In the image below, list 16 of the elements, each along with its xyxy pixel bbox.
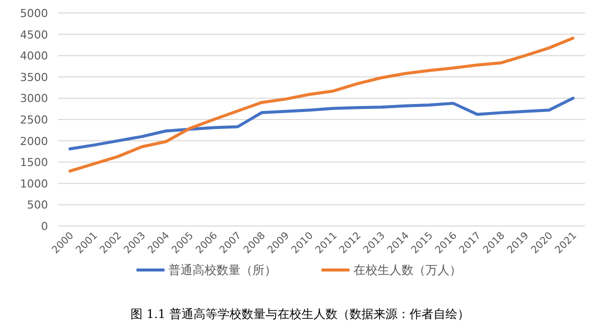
line-series: [68, 96, 575, 150]
y-tick-label: 0: [41, 220, 48, 233]
legend-label: 普通高校数量（所）: [168, 263, 276, 277]
y-tick-label: 500: [27, 198, 48, 212]
y-tick-label: 3500: [20, 70, 48, 84]
y-tick-label: 4500: [20, 28, 48, 42]
y-tick-label: 1000: [20, 177, 48, 190]
legend-label: 在校生人数（万人）: [354, 263, 462, 277]
y-tick-label: 3000: [20, 92, 48, 106]
y-tick-label: 5000: [20, 7, 48, 20]
line-series: [68, 36, 575, 173]
caption: 图 1.1 普通高等学校数量与在校生人数（数据来源：作者自绘）: [130, 307, 470, 321]
y-tick-label: 2000: [20, 134, 48, 148]
y-tick-label: 4000: [20, 50, 48, 63]
y-tick-label: 2500: [20, 114, 48, 126]
y-tick-label: 1500: [20, 156, 48, 170]
